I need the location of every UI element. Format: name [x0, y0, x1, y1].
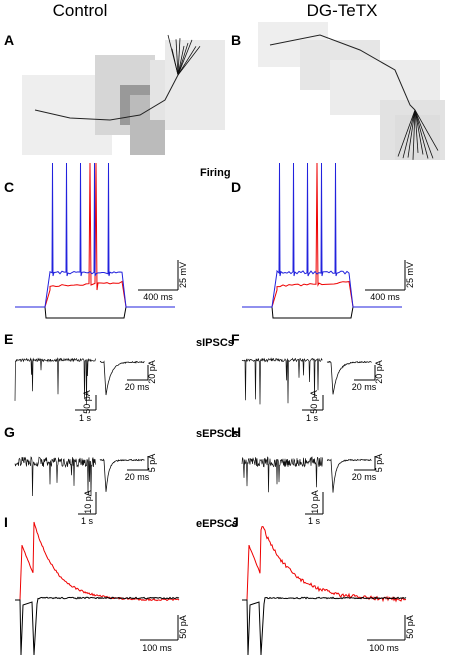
- panel-letter: G: [4, 424, 15, 440]
- scale-label: 20 ms: [125, 472, 150, 482]
- neuron-dendrite: [177, 46, 201, 76]
- scale-label: 10 pA: [83, 490, 93, 514]
- neuron-dendrite: [414, 109, 429, 159]
- neuron-dendrite: [177, 38, 181, 76]
- trace-noise: [241, 456, 323, 493]
- scale-label: 1 s: [308, 516, 321, 526]
- neuron-dendrite: [414, 109, 434, 159]
- scale-label: 5 pA: [374, 454, 384, 473]
- panel-letter: H: [231, 424, 241, 440]
- scale-label: 1 s: [79, 413, 92, 423]
- scale-label: 100 ms: [142, 643, 172, 653]
- scale-label: 50 pA: [178, 615, 188, 639]
- panel-letter: J: [231, 514, 239, 530]
- scale-label: 20 ms: [125, 382, 150, 392]
- panel-letter: A: [4, 32, 14, 48]
- panel-letter: I: [4, 514, 8, 530]
- neuron-dendrite: [412, 109, 416, 160]
- scale-label: 20 ms: [352, 382, 377, 392]
- neuron-dendrite: [177, 39, 193, 76]
- neuron-dendrite: [414, 109, 419, 153]
- trace-average: [326, 360, 372, 395]
- trace-average: [99, 458, 145, 492]
- trace-black: [242, 596, 407, 656]
- neuron-dendrite: [177, 46, 197, 76]
- trace-blue: [242, 162, 402, 308]
- neuron-dendrite: [397, 109, 416, 157]
- trace-red: [242, 162, 402, 308]
- trace-black: [15, 596, 180, 656]
- row-title: sIPSCs: [196, 337, 234, 349]
- row-title: sEPSCs: [196, 428, 238, 440]
- scale-label: 50 pA: [82, 390, 92, 414]
- neuron-dendrite: [402, 109, 416, 159]
- scale-label: 100 ms: [369, 643, 399, 653]
- scale-label: 1 s: [81, 516, 94, 526]
- neuron-dendrite: [171, 48, 179, 76]
- panel-letter: C: [4, 179, 14, 195]
- scale-label: 20 ms: [352, 472, 377, 482]
- trace-red: [15, 521, 180, 602]
- neuron-dendrite: [414, 109, 424, 155]
- scale-label: 20 pA: [374, 360, 384, 384]
- scale-label: 10 pA: [310, 490, 320, 514]
- trace-average: [99, 360, 145, 396]
- neuron-dendrite: [177, 42, 189, 76]
- neuron-dendrite: [177, 45, 185, 76]
- scale-label: 50 pA: [309, 390, 319, 414]
- neuron-axon: [269, 34, 416, 111]
- trace-noise: [241, 357, 323, 405]
- trace-noise: [14, 456, 96, 497]
- scale-label: 25 mV: [178, 262, 188, 288]
- neuron-dendrite: [414, 109, 439, 151]
- column-title: Control: [53, 1, 108, 20]
- micrograph-tile: [165, 40, 225, 130]
- trace-blue: [15, 162, 175, 308]
- scale-label: 400 ms: [370, 292, 400, 302]
- trace-black: [15, 306, 175, 319]
- scale-label: 20 pA: [147, 360, 157, 384]
- scale-label: 400 ms: [143, 292, 173, 302]
- scale-label: 50 pA: [405, 615, 415, 639]
- neuron-axon: [34, 74, 179, 121]
- scale-label: 25 mV: [405, 262, 415, 288]
- trace-red: [242, 526, 407, 603]
- column-title: DG-TeTX: [307, 1, 378, 20]
- panel-letter: D: [231, 179, 241, 195]
- panel-letter: B: [231, 32, 241, 48]
- row-title: Firing: [200, 167, 231, 179]
- neuron-dendrite: [175, 39, 179, 76]
- scale-label: 5 pA: [147, 454, 157, 473]
- neuron-dendrite: [407, 109, 416, 158]
- trace-black: [242, 306, 402, 319]
- panel-letter: F: [231, 331, 240, 347]
- panel-letter: E: [4, 331, 13, 347]
- scale-label: 1 s: [306, 413, 319, 423]
- trace-red: [15, 162, 175, 308]
- trace-noise: [14, 357, 96, 405]
- row-title: eEPSCs: [196, 518, 238, 530]
- trace-average: [326, 458, 372, 493]
